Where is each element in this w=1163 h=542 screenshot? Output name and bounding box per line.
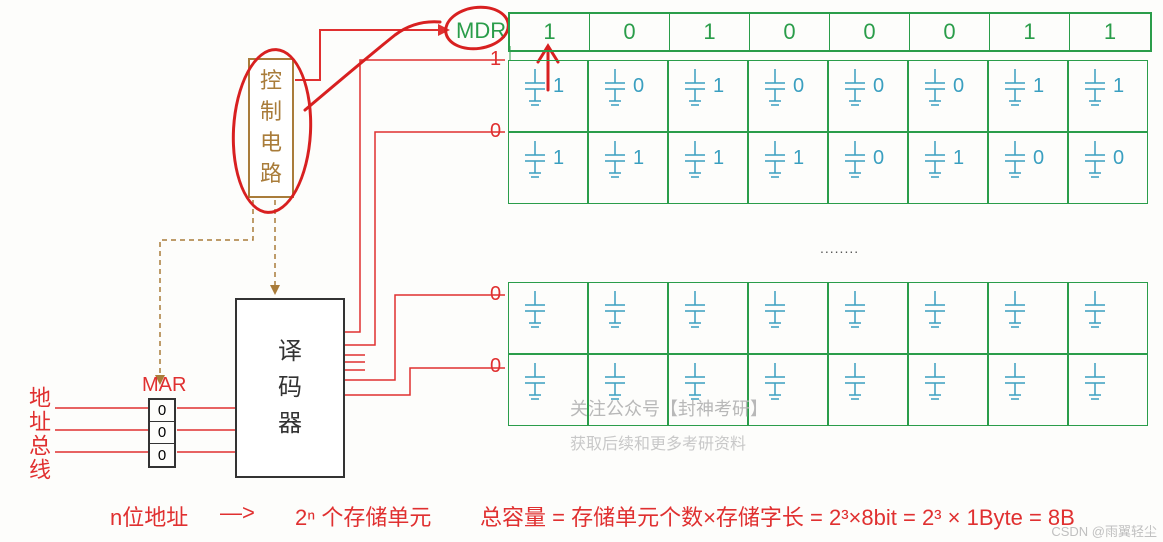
mdr-bit: 1 <box>670 14 750 50</box>
hand-circle-control <box>228 46 317 216</box>
address-bus-label: 地址总线 <box>22 386 54 482</box>
memory-row: 1 0 1 0 0 0 1 1 <box>508 60 1148 132</box>
mdr-bit: 0 <box>590 14 670 50</box>
csdn-credit: CSDN @雨翼轻尘 <box>1051 521 1157 540</box>
memory-row: 1 1 1 1 0 1 0 0 <box>508 132 1148 204</box>
mdr-register: 1 0 1 0 0 0 1 1 <box>508 12 1152 52</box>
mdr-bit: 1 <box>1070 14 1150 50</box>
decoder-char: 译 <box>278 334 302 370</box>
hand-circle-mdr <box>441 2 512 55</box>
mar-label: MAR <box>142 374 186 397</box>
row-select: 0 <box>490 120 501 143</box>
mdr-bit: 1 <box>510 14 590 50</box>
mdr-bit: 0 <box>910 14 990 50</box>
mdr-bit: 0 <box>750 14 830 50</box>
decoder-char: 码 <box>278 370 302 406</box>
watermark-line1: 关注公众号【封神考研】 <box>570 395 768 421</box>
bottom-units: 2ⁿ 个存储单元 <box>295 500 431 532</box>
mar-register: 0 0 0 <box>148 398 176 468</box>
mar-bit: 0 <box>150 444 174 466</box>
watermark-line2: 获取后续和更多考研资料 <box>570 430 746 454</box>
mar-bit: 0 <box>150 400 174 422</box>
memory-row <box>508 282 1148 354</box>
mdr-bit: 1 <box>990 14 1070 50</box>
row-select: 0 <box>490 355 501 378</box>
memory-array: 1 0 1 0 0 0 1 1 1 1 1 1 0 1 0 0 <box>508 60 1148 204</box>
row-select: 1 <box>490 48 501 71</box>
memory-ellipsis: ........ <box>820 240 859 256</box>
bottom-formula: 总容量 = 存储单元个数×存储字长 = 2³×8bit = 2³ × 1Byte… <box>480 500 1075 532</box>
bottom-arrow: —> <box>220 500 255 526</box>
mar-bit: 0 <box>150 422 174 444</box>
mdr-bit: 0 <box>830 14 910 50</box>
decoder-char: 器 <box>278 406 302 442</box>
row-select: 0 <box>490 283 501 306</box>
bottom-nbit: n位地址 <box>110 500 188 532</box>
decoder-box: 译 码 器 <box>235 298 345 478</box>
